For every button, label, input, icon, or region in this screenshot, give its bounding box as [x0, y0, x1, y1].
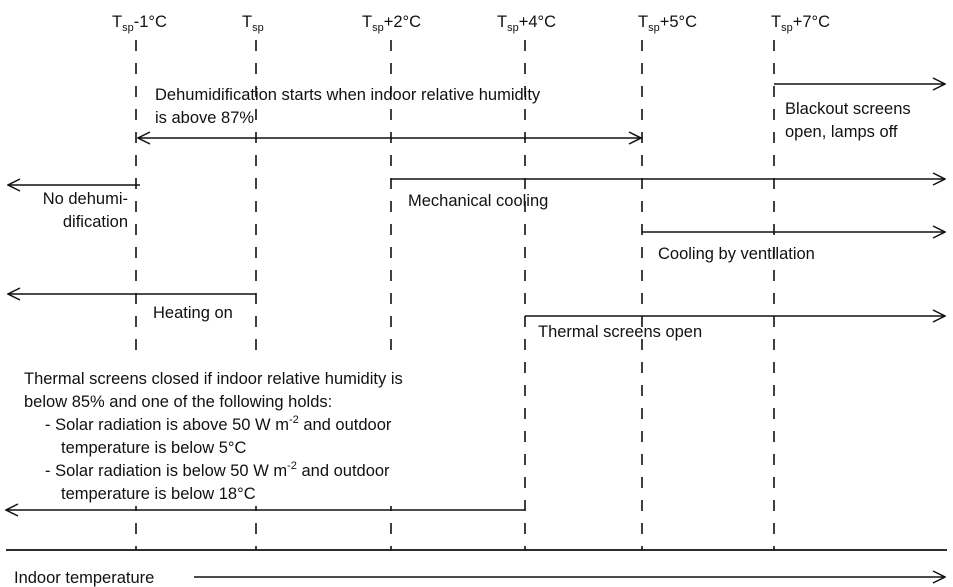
mechanical-cooling-label: Mechanical cooling: [408, 192, 548, 210]
screens-open-label: Thermal screens open: [538, 323, 702, 341]
threshold-label-plus2: Tsp+2°C: [362, 13, 421, 34]
screens-closed-condition-2b: temperature is below 18°C: [61, 485, 256, 503]
threshold-label-plus5: Tsp+5°C: [638, 13, 697, 34]
threshold-label-setpoint: Tsp: [242, 13, 264, 34]
indoor-temperature-label: Indoor temperature: [14, 569, 154, 587]
screens-closed-label-1: Thermal screens closed if indoor relativ…: [24, 370, 403, 388]
blackout-label-2: open, lamps off: [785, 123, 898, 141]
screens-closed-condition-1b: temperature is below 5°C: [61, 439, 247, 457]
dehumidification-label-2: is above 87%: [155, 109, 254, 127]
threshold-label-plus4: Tsp+4°C: [497, 13, 556, 34]
ventilation-cooling-label: Cooling by ventilation: [658, 245, 815, 263]
threshold-label-plus7: Tsp+7°C: [771, 13, 830, 34]
dehumidification-label: Dehumidification starts when indoor rela…: [155, 86, 541, 104]
threshold-label-minus1: Tsp-1°C: [112, 13, 167, 34]
screens-closed-condition-2: - Solar radiation is below 50 W m-2 and …: [45, 460, 390, 480]
no-dehumidification-label: No dehumi-: [43, 190, 128, 208]
screens-closed-condition-1: - Solar radiation is above 50 W m-2 and …: [45, 414, 392, 434]
screens-closed-label-2: below 85% and one of the following holds…: [24, 393, 332, 411]
heating-label: Heating on: [153, 304, 233, 322]
no-dehumidification-label-2: dification: [63, 213, 128, 231]
blackout-label: Blackout screens: [785, 100, 911, 118]
